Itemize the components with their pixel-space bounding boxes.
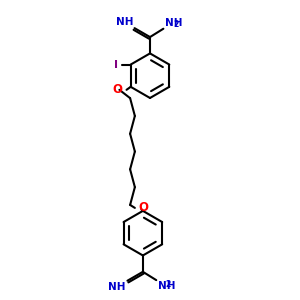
Text: NH: NH — [158, 281, 175, 291]
Text: O: O — [138, 201, 148, 214]
Text: I: I — [114, 59, 118, 70]
Text: NH: NH — [108, 282, 126, 292]
Text: O: O — [112, 83, 122, 96]
Text: NH: NH — [116, 17, 133, 27]
Text: 2: 2 — [166, 280, 171, 289]
Text: NH: NH — [165, 17, 182, 28]
Text: 2: 2 — [173, 20, 178, 29]
